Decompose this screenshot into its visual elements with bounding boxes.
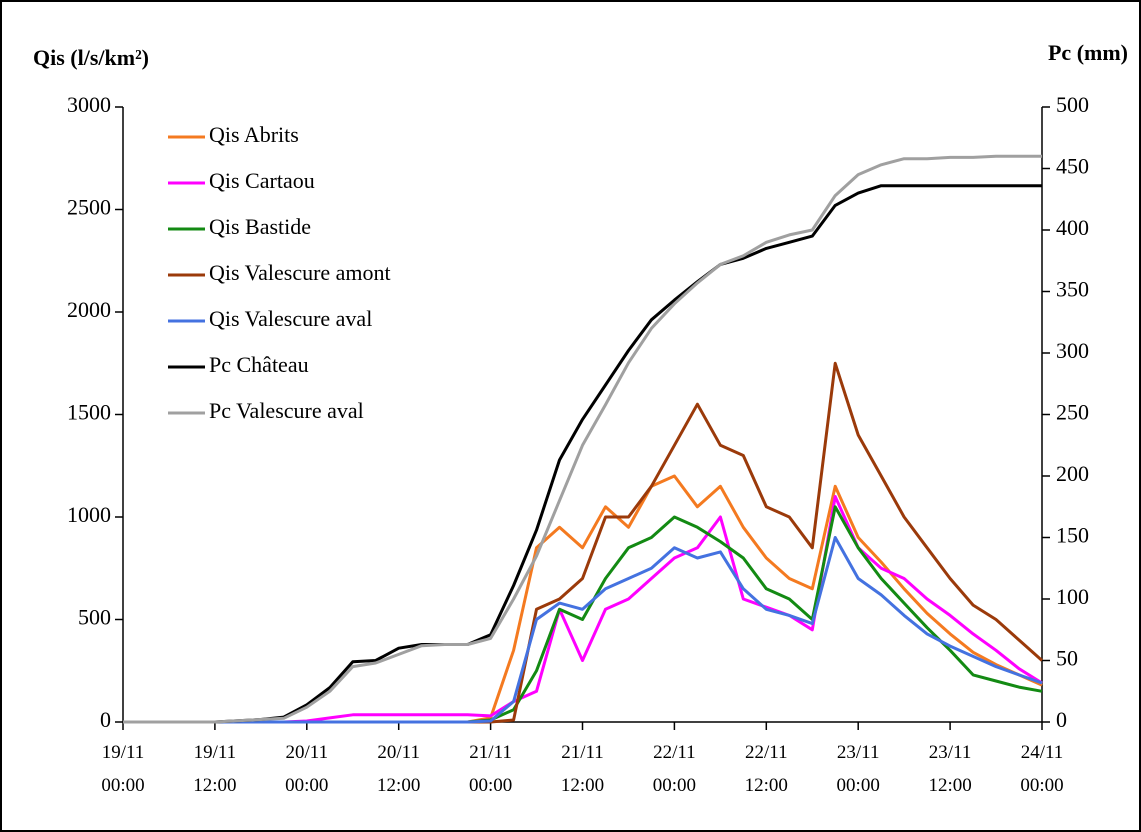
x-tick-label: 24/11 00:00: [1020, 742, 1064, 796]
x-tick-label: 23/11 00:00: [836, 742, 880, 796]
legend-label: Qis Bastide: [209, 214, 311, 239]
y2-tick-label: 0: [1056, 707, 1067, 732]
y-tick-label: 1500: [67, 400, 111, 425]
y-tick-label: 3000: [67, 92, 111, 117]
x-tick-label: 23/11 12:00: [928, 742, 972, 796]
x-tick-label: 19/11 00:00: [101, 742, 145, 796]
y-axis-title: Qis (l/s/km²): [33, 45, 149, 70]
y-tick-label: 2500: [67, 195, 111, 220]
legend-label: Qis Valescure amont: [209, 260, 391, 285]
y2-tick-label: 400: [1056, 215, 1089, 240]
y2-tick-label: 250: [1056, 400, 1089, 425]
legend-label: Qis Cartaou: [209, 168, 315, 193]
legend-label: Pc Château: [209, 352, 309, 377]
y2-axis-title: Pc (mm): [1048, 40, 1128, 65]
legend-label: Qis Valescure aval: [209, 306, 372, 331]
x-tick-label: 22/11 00:00: [652, 742, 697, 796]
y2-tick-label: 300: [1056, 338, 1089, 363]
y2-tick-label: 50: [1056, 646, 1078, 671]
y2-tick-label: 200: [1056, 461, 1089, 486]
x-tick-label: 20/11 12:00: [377, 742, 421, 796]
series-line: [123, 154, 1042, 724]
y2-tick-label: 100: [1056, 584, 1089, 609]
x-tick-label: 22/11 12:00: [744, 742, 788, 796]
x-tick-label: 19/11 12:00: [193, 742, 237, 796]
y-tick-label: 1000: [67, 502, 111, 527]
x-tick-label: 20/11 00:00: [285, 742, 329, 796]
y2-tick-label: 350: [1056, 277, 1089, 302]
x-tick-label: 21/11 12:00: [560, 742, 605, 796]
y2-tick-label: 150: [1056, 523, 1089, 548]
legend-label: Pc Valescure aval: [209, 398, 364, 423]
y2-tick-label: 500: [1056, 92, 1089, 117]
y-tick-label: 2000: [67, 297, 111, 322]
legend-label: Qis Abrits: [209, 122, 299, 147]
x-tick-label: 21/11 00:00: [468, 742, 513, 796]
y-tick-label: 0: [100, 707, 111, 732]
y2-tick-label: 450: [1056, 154, 1089, 179]
y-tick-label: 500: [78, 605, 111, 630]
series-line: [123, 536, 1043, 724]
